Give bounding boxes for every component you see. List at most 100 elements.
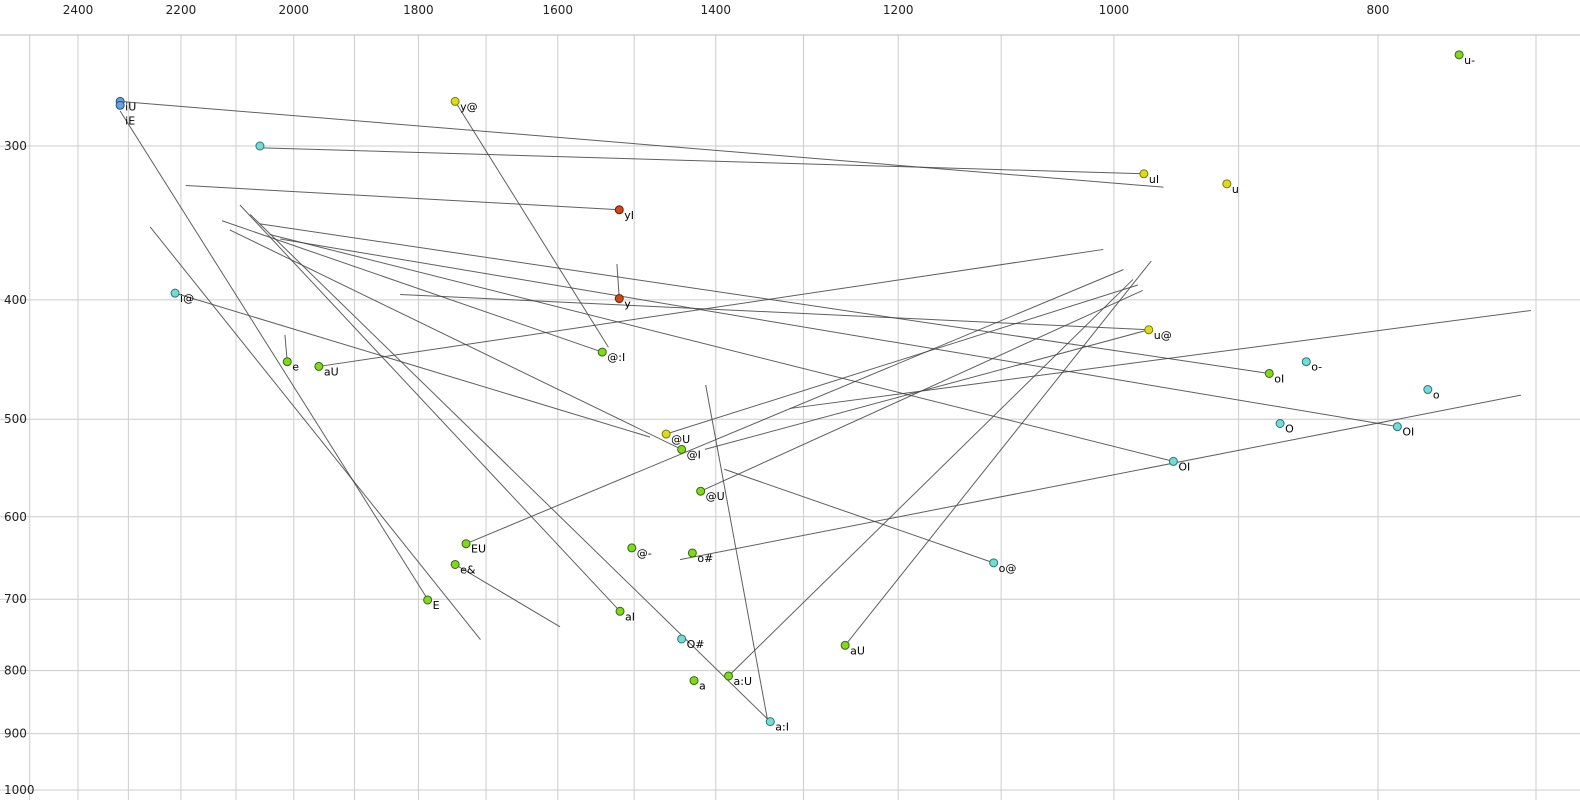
x-tick-label: 2000 bbox=[278, 3, 309, 17]
vowel-label: a bbox=[699, 680, 706, 693]
trajectory-line bbox=[280, 238, 1398, 428]
trajectory-line bbox=[704, 329, 1149, 450]
vowel-point bbox=[170, 288, 180, 298]
y-tick-label: 600 bbox=[4, 510, 27, 524]
trajectory-line bbox=[679, 394, 1521, 561]
vowel-label: EU bbox=[471, 543, 486, 556]
vowel-point bbox=[989, 558, 999, 568]
vowel-label: aU bbox=[850, 644, 865, 657]
vowel-point bbox=[461, 539, 471, 549]
vowel-point bbox=[1144, 325, 1154, 335]
vowel-label: oI bbox=[1274, 372, 1284, 385]
trajectory-line bbox=[728, 279, 1134, 677]
vowel-point bbox=[1275, 419, 1285, 429]
y-tick-label: 700 bbox=[4, 592, 27, 606]
y-tick-label: 500 bbox=[4, 412, 27, 426]
vowel-point bbox=[314, 361, 324, 371]
x-tick-label: 2200 bbox=[166, 3, 197, 17]
vowel-point bbox=[255, 141, 265, 151]
trajectory-line bbox=[221, 220, 603, 353]
vowel-point bbox=[423, 595, 433, 605]
vowel-label: a:I bbox=[775, 721, 789, 734]
y-tick-label: 1000 bbox=[4, 783, 35, 797]
vowel-point bbox=[1139, 169, 1149, 179]
vowel-point bbox=[677, 634, 687, 644]
vowel-point bbox=[1264, 368, 1274, 378]
trajectory-line bbox=[844, 260, 1152, 646]
vowel-label: O bbox=[1285, 423, 1294, 436]
trajectory-line bbox=[789, 309, 1532, 409]
trajectory-line bbox=[119, 110, 429, 600]
y-tick-label: 300 bbox=[4, 139, 27, 153]
vowel-label: u- bbox=[1464, 54, 1475, 67]
trajectory-line bbox=[239, 204, 621, 612]
y-tick-label: 800 bbox=[4, 664, 27, 678]
vowel-label: OI bbox=[1178, 460, 1190, 473]
trajectory-line bbox=[665, 284, 1138, 435]
trajectory-line bbox=[318, 248, 1104, 367]
vowel-label: y@ bbox=[460, 100, 478, 113]
y-tick-label: 900 bbox=[4, 727, 27, 741]
trajectory-line bbox=[465, 269, 1124, 545]
vowel-point bbox=[614, 294, 624, 304]
vowel-label: @U bbox=[706, 490, 725, 503]
trajectory-line bbox=[120, 100, 1164, 188]
vowel-label: iE bbox=[125, 114, 135, 127]
vowel-point bbox=[282, 357, 292, 367]
vowel-point bbox=[1454, 50, 1464, 60]
trajectory-line bbox=[705, 384, 769, 721]
vowel-point bbox=[687, 548, 697, 558]
x-tick-label: 1200 bbox=[883, 3, 914, 17]
vowel-point bbox=[627, 543, 637, 553]
x-tick-label: 2400 bbox=[63, 3, 94, 17]
vowel-point bbox=[115, 100, 125, 110]
trajectory-line bbox=[454, 564, 561, 628]
trajectory-line bbox=[185, 185, 620, 211]
x-tick-label: 1800 bbox=[403, 3, 434, 17]
vowel-label: o@ bbox=[999, 562, 1017, 575]
y-tick-label: 400 bbox=[4, 293, 27, 307]
vowel-label: o# bbox=[697, 552, 713, 565]
vowel-point bbox=[840, 640, 850, 650]
vowel-label: yI bbox=[624, 209, 634, 222]
vowel-label: u@ bbox=[1154, 329, 1172, 342]
vowel-label: aU bbox=[324, 365, 339, 378]
vowel-point bbox=[1301, 357, 1311, 367]
vowel-point bbox=[1168, 456, 1178, 466]
vowel-label: O# bbox=[687, 638, 705, 651]
x-tick-label: 800 bbox=[1367, 3, 1390, 17]
vowel-label: e& bbox=[460, 563, 476, 576]
vowel-point bbox=[677, 444, 687, 454]
vowel-label: aI bbox=[625, 610, 635, 623]
vowel-point bbox=[696, 486, 706, 496]
vowel-label: i@ bbox=[180, 292, 194, 305]
x-tick-label: 1400 bbox=[701, 3, 732, 17]
vowel-point bbox=[597, 347, 607, 357]
vowel-label: @U bbox=[671, 433, 690, 446]
vowel-point bbox=[689, 676, 699, 686]
vowel-label: uI bbox=[1149, 173, 1159, 186]
trajectory-line bbox=[454, 101, 609, 348]
vowel-point bbox=[1423, 385, 1433, 395]
vowel-point bbox=[765, 717, 775, 727]
trajectory-line bbox=[174, 292, 651, 438]
vowel-point bbox=[1392, 422, 1402, 432]
vowel-label: E bbox=[433, 599, 440, 612]
x-tick-label: 1000 bbox=[1099, 3, 1130, 17]
vowel-point bbox=[615, 606, 625, 616]
vowel-label: e bbox=[292, 361, 299, 374]
vowel-label: u bbox=[1232, 183, 1239, 196]
vowel-point bbox=[614, 205, 624, 215]
vowel-point bbox=[724, 671, 734, 681]
vowel-point bbox=[450, 559, 460, 569]
vowel-point bbox=[1222, 179, 1232, 189]
vowel-label: OI bbox=[1402, 426, 1414, 439]
vowel-point bbox=[450, 96, 460, 106]
trajectory-line bbox=[400, 294, 1149, 331]
x-tick-label: 1600 bbox=[543, 3, 574, 17]
trajectory-line bbox=[269, 234, 1174, 462]
vowel-label: o bbox=[1433, 389, 1440, 402]
trajectory-line bbox=[258, 147, 1144, 175]
trajectory-line bbox=[724, 468, 994, 564]
